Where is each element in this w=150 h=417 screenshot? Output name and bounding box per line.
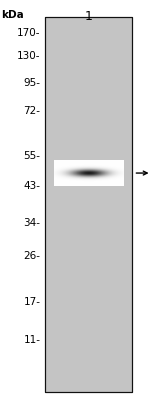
- Text: 72-: 72-: [24, 106, 40, 116]
- Text: 34-: 34-: [24, 218, 40, 228]
- Text: 170-: 170-: [17, 28, 40, 38]
- Text: 130-: 130-: [17, 51, 40, 61]
- Text: 95-: 95-: [24, 78, 40, 88]
- Text: 26-: 26-: [24, 251, 40, 261]
- Text: 55-: 55-: [24, 151, 40, 161]
- Text: 17-: 17-: [24, 297, 40, 307]
- Text: 11-: 11-: [24, 335, 40, 345]
- Text: kDa: kDa: [2, 10, 24, 20]
- Bar: [45, 17, 132, 392]
- Bar: [45, 17, 132, 392]
- Text: 43-: 43-: [24, 181, 40, 191]
- Text: 1: 1: [85, 10, 92, 23]
